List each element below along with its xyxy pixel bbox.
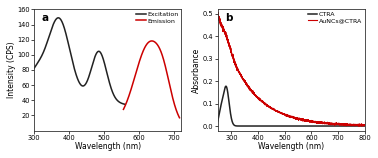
Emission [121,108,126,110]
AuNCs@CTRA [215,11,220,13]
Line: Emission: Emission [124,41,180,118]
Emission [150,40,154,42]
Emission [128,91,132,93]
X-axis label: Wavelength (nm): Wavelength (nm) [74,142,141,151]
Y-axis label: Absorbance: Absorbance [192,47,201,93]
CTRA [283,125,288,127]
Excitation [123,103,127,105]
AuNCs@CTRA [223,33,228,35]
Emission [162,60,166,62]
Text: b: b [225,13,232,23]
Excitation [56,17,60,19]
Excitation [48,32,53,34]
Y-axis label: Intensity (CPS): Intensity (CPS) [7,42,16,98]
AuNCs@CTRA [283,113,288,115]
Excitation [32,67,36,69]
Excitation [86,78,90,80]
AuNCs@CTRA [331,123,336,125]
AuNCs@CTRA [287,116,291,118]
AuNCs@CTRA [358,124,363,126]
Excitation [101,57,105,59]
Emission [143,45,148,47]
CTRA [337,125,341,127]
Excitation [73,72,78,74]
Excitation [93,55,98,57]
CTRA [215,121,220,122]
Emission [156,46,161,48]
Emission [162,61,167,63]
CTRA [287,125,291,127]
Emission [139,54,144,56]
Text: a: a [42,13,49,23]
Legend: CTRA, AuNCs@CTRA: CTRA, AuNCs@CTRA [307,11,363,24]
AuNCs@CTRA [358,124,363,126]
CTRA [223,87,227,88]
Line: CTRA: CTRA [218,86,365,126]
CTRA [358,125,363,127]
AuNCs@CTRA [215,12,220,14]
CTRA [224,85,228,87]
Emission [177,117,182,119]
AuNCs@CTRA [363,125,367,127]
Excitation [55,17,60,19]
Legend: Excitation, Emission: Excitation, Emission [136,11,180,24]
CTRA [358,125,363,127]
X-axis label: Wavelength (nm): Wavelength (nm) [258,142,324,151]
CTRA [363,125,367,127]
CTRA [331,125,336,127]
Line: AuNCs@CTRA: AuNCs@CTRA [218,12,365,126]
AuNCs@CTRA [357,125,362,127]
Line: Excitation: Excitation [34,18,125,104]
